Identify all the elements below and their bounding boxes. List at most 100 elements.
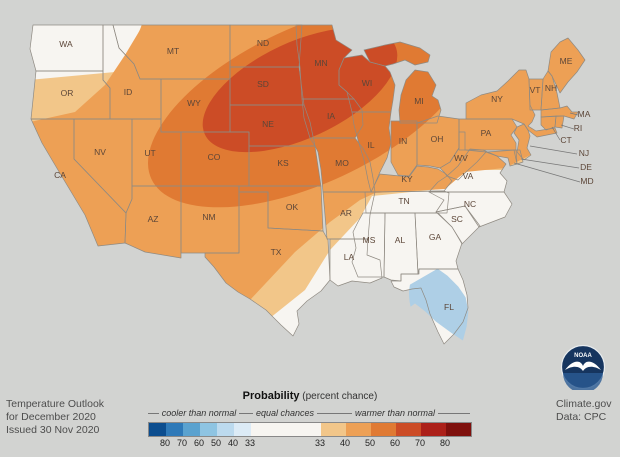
state-label-fl: FL — [444, 302, 454, 312]
legend-cell-cooler-3 — [200, 423, 217, 436]
state-border-pa — [458, 118, 518, 151]
state-pointer-lines — [513, 112, 581, 183]
legend-tick-cooler-80: 80 — [159, 438, 171, 448]
noaa-logo-lower-half — [563, 373, 603, 390]
state-border-up — [363, 41, 431, 67]
legend-label-cooler: cooler than normal — [161, 408, 237, 418]
legend-cell-warmer-2 — [371, 423, 396, 436]
source-attribution: Climate.gov Data: CPC — [556, 398, 611, 424]
noaa-logo-text: NOAA — [574, 353, 592, 359]
legend-cell-cooler-4 — [217, 423, 234, 436]
state-label-nj: NJ — [579, 148, 589, 158]
state-border-nj — [513, 123, 532, 161]
state-border-ri — [554, 115, 565, 129]
state-pointer-line — [569, 112, 579, 116]
legend-cell-cooler-2 — [183, 423, 200, 436]
state-label-or: OR — [61, 88, 74, 98]
state-nc — [429, 192, 512, 227]
legend-tick-cooler-40: 40 — [227, 438, 239, 448]
state-label-oh: OH — [431, 134, 444, 144]
legend-tick-cooler-50: 50 — [210, 438, 222, 448]
state-label-vt: VT — [530, 85, 541, 95]
legend: Probability (percent chance) cooler than… — [0, 388, 620, 457]
state-borders — [29, 24, 586, 345]
legend-section-cooler: cooler than normal — [148, 408, 251, 418]
warmer-band-3 — [202, 27, 398, 153]
state-label-tx: TX — [271, 247, 282, 257]
state-border-va — [428, 148, 508, 193]
state-label-ar: AR — [340, 208, 352, 218]
state-label-ks: KS — [277, 158, 289, 168]
state-label-mo: MO — [335, 158, 349, 168]
state-label-nc: NC — [464, 199, 476, 209]
legend-rule — [317, 412, 321, 414]
state-border-tx — [204, 191, 331, 337]
state-label-sc: SC — [451, 214, 463, 224]
state-label-nh: NH — [545, 83, 557, 93]
state-pointer-line — [520, 158, 580, 169]
state-label-ma: MA — [578, 109, 591, 119]
state-label-sd: SD — [257, 79, 269, 89]
state-pointer-line — [551, 126, 561, 141]
state-label-il: IL — [367, 140, 374, 150]
state-label-va: VA — [463, 171, 474, 181]
legend-rule — [250, 412, 253, 414]
legend-section-equal: equal chances — [250, 408, 321, 418]
state-label-ne: NE — [262, 119, 274, 129]
state-label-me: ME — [560, 56, 573, 66]
legend-rule — [438, 412, 470, 414]
state-ga — [415, 213, 462, 274]
legend-tick-warmer-40: 40 — [339, 438, 351, 448]
state-label-ia: IA — [327, 111, 335, 121]
state-pointer-line — [513, 162, 581, 183]
state-border-ky — [370, 165, 453, 193]
legend-cell-cooler-0 — [149, 423, 166, 436]
state-border-nc — [428, 191, 513, 228]
state-label-tn: TN — [398, 196, 409, 206]
state-label-mi: MI — [414, 96, 423, 106]
state-label-in: IN — [399, 136, 408, 146]
data-source-label: Data: CPC — [556, 411, 607, 423]
caption-line3: Issued 30 Nov 2020 — [6, 424, 100, 436]
state-label-de: DE — [580, 162, 592, 172]
legend-rule — [320, 412, 352, 414]
legend-tick-warmer-80: 80 — [439, 438, 451, 448]
state-ms — [352, 213, 385, 277]
state-border-md — [485, 149, 518, 167]
state-label-ct: CT — [560, 135, 571, 145]
state-label-nm: NM — [202, 212, 215, 222]
legend-label-equal: equal chances — [255, 408, 315, 418]
legend-section-warmer: warmer than normal — [320, 408, 470, 418]
state-label-ca: CA — [54, 170, 66, 180]
state-border-tn — [364, 190, 450, 214]
legend-colorbar — [148, 422, 472, 437]
legend-tick-warmer-60: 60 — [389, 438, 401, 448]
state-label-ny: NY — [491, 94, 503, 104]
state-label-wi: WI — [362, 78, 372, 88]
state-label-ky: KY — [401, 174, 413, 184]
legend-tick-warmer-70: 70 — [414, 438, 426, 448]
state-border-fl — [390, 268, 469, 345]
state-border-ct — [540, 115, 557, 131]
us-probability-map: WA OR CA NV ID MT WY UT CO AZ NM ND SD NE KS OK TX MN IA MO… — [29, 24, 594, 352]
noaa-seagull-icon — [565, 361, 601, 371]
state-label-wy: WY — [187, 98, 201, 108]
state-label-ok: OK — [286, 202, 299, 212]
legend-cell-warmer-0 — [321, 423, 346, 436]
state-border-ca — [30, 118, 127, 247]
legend-rule — [148, 412, 159, 414]
state-label-al: AL — [395, 235, 406, 245]
state-pointer-line — [560, 124, 575, 130]
state-labels: WA OR CA NV ID MT WY UT CO AZ NM ND SD NE KS OK TX MN IA MO… — [54, 38, 594, 312]
state-label-ga: GA — [429, 232, 442, 242]
legend-tick-cooler-60: 60 — [193, 438, 205, 448]
legend-tick-cooler-70: 70 — [176, 438, 188, 448]
state-label-md: MD — [580, 176, 593, 186]
legend-cell-equal-chances — [251, 423, 321, 436]
state-al — [384, 213, 418, 281]
state-label-co: CO — [208, 152, 221, 162]
state-label-ms: MS — [363, 235, 376, 245]
state-label-ri: RI — [574, 123, 583, 133]
state-border-in — [390, 120, 418, 177]
